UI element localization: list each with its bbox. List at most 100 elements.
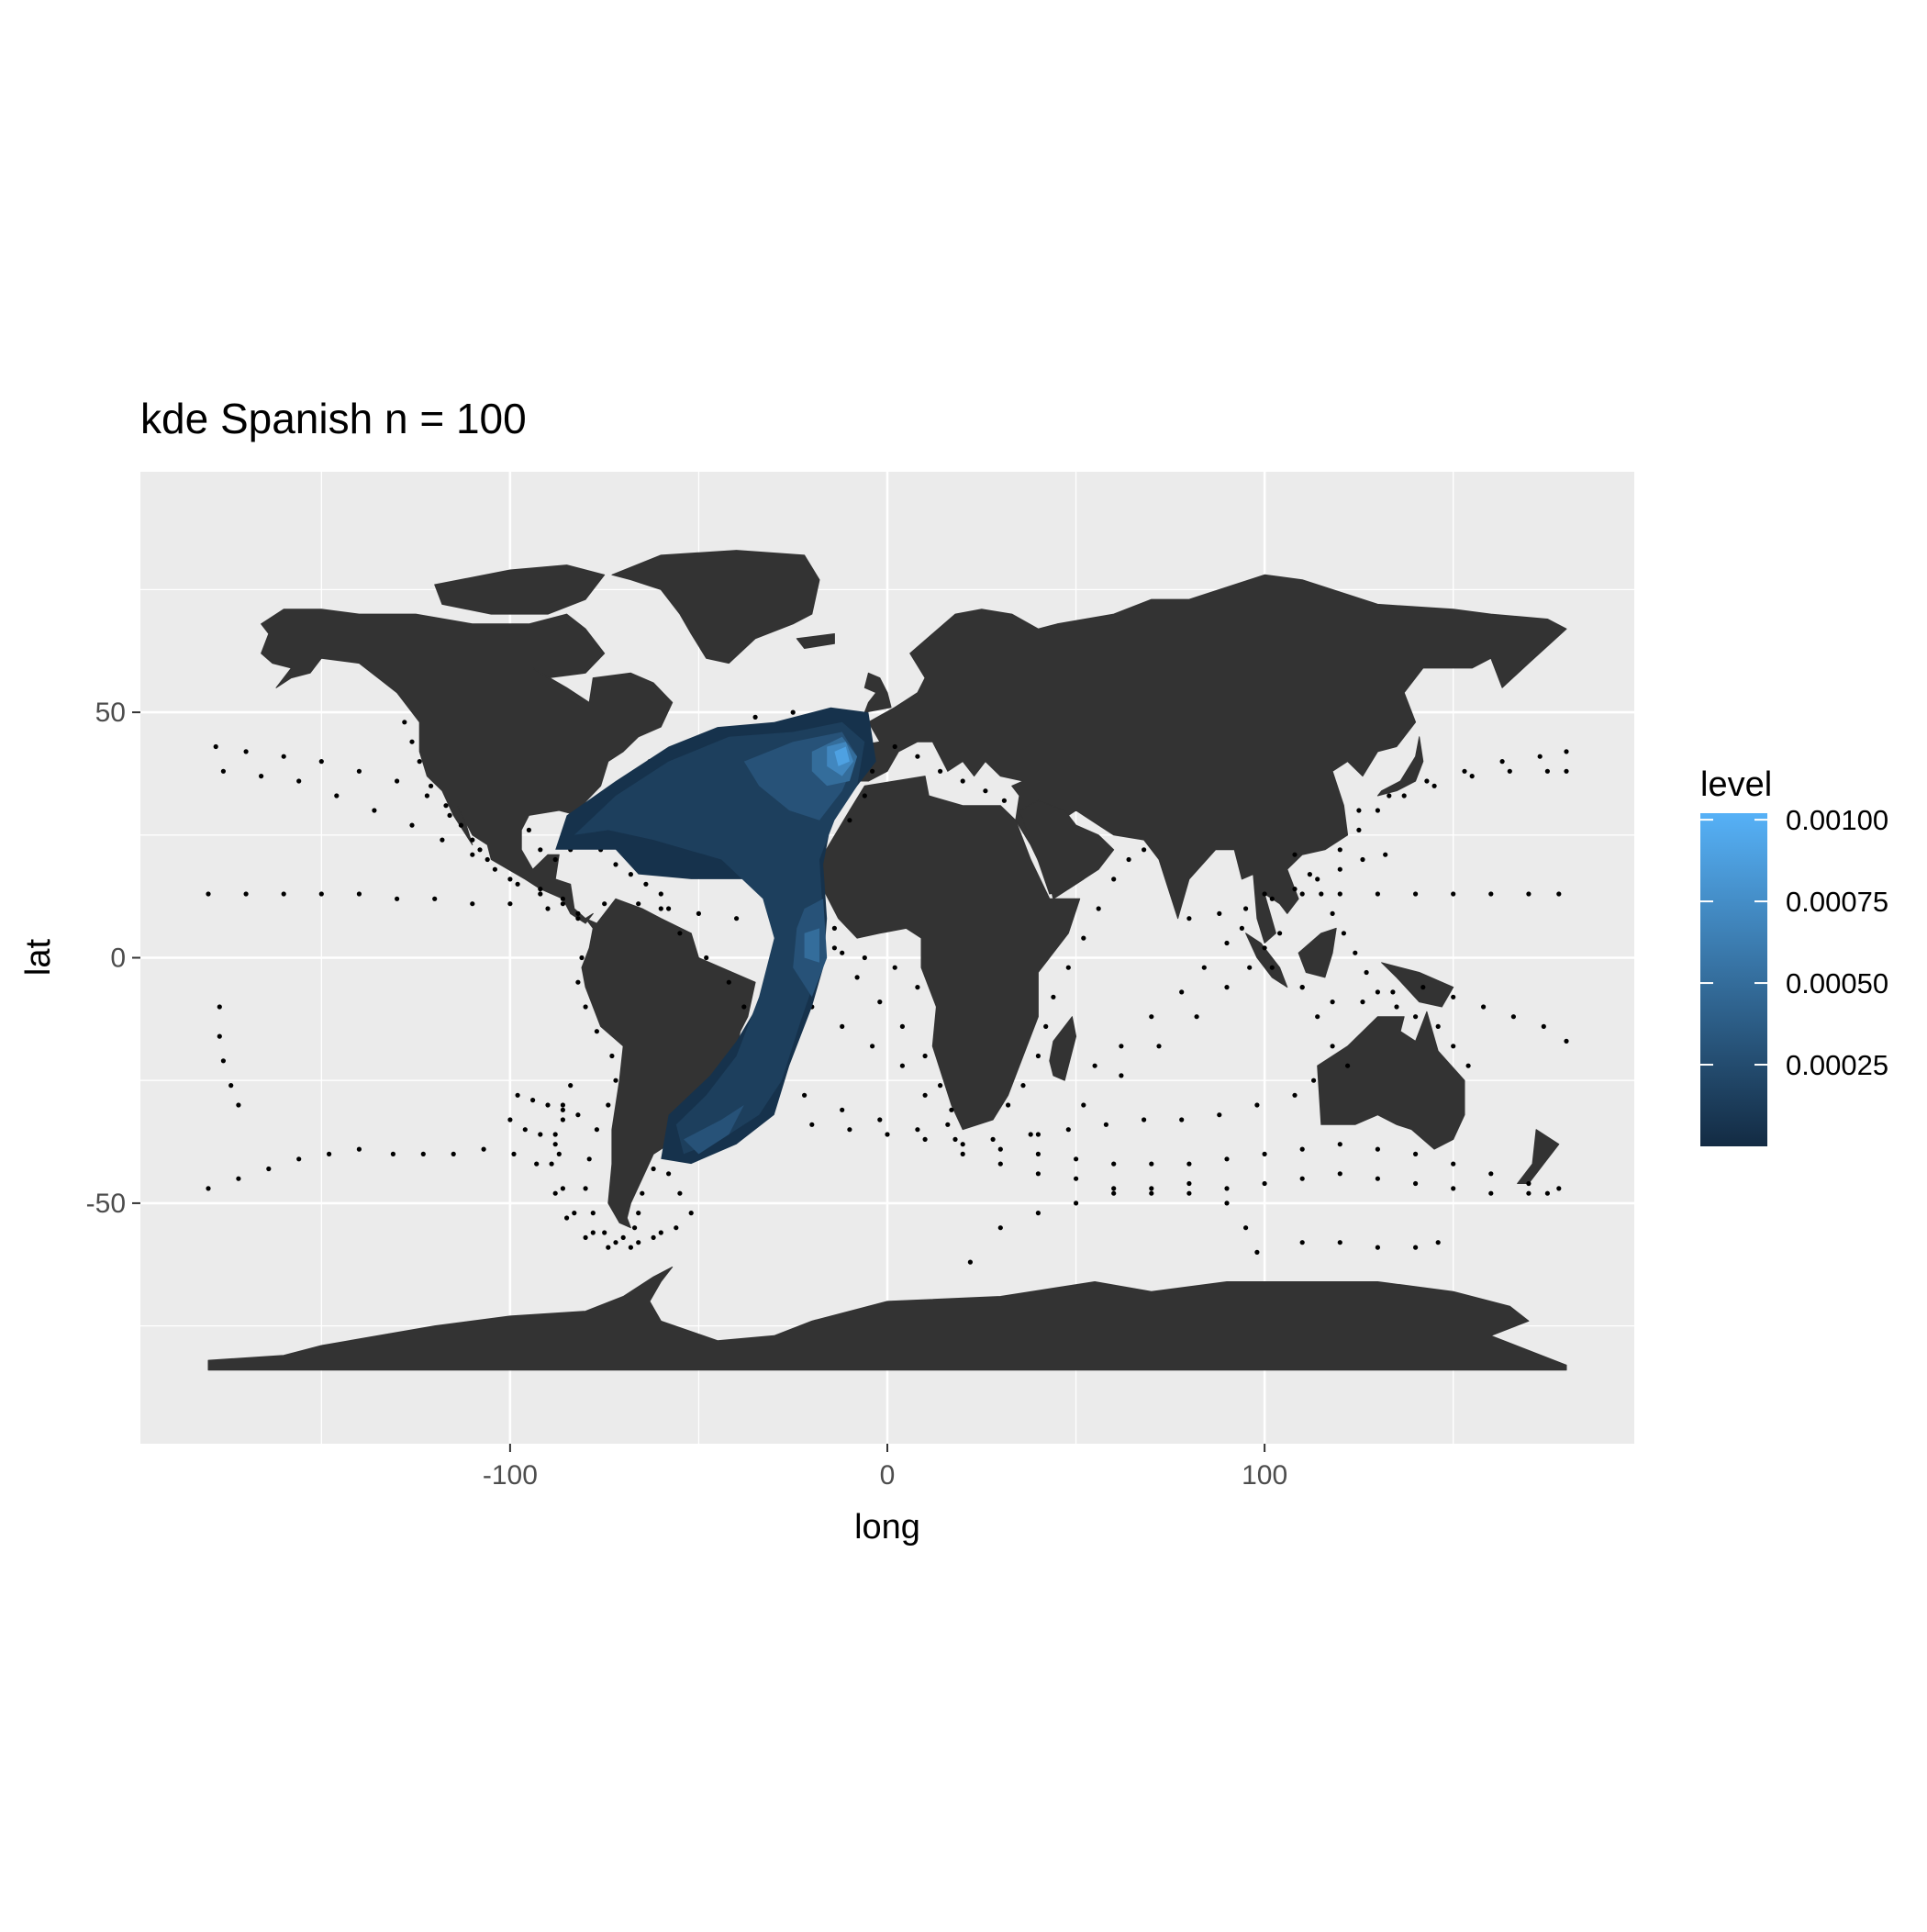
y-tick-label: 50 (95, 698, 126, 728)
route-point (538, 887, 543, 892)
land-eurasia (849, 574, 1567, 944)
land-south-america (581, 898, 756, 1229)
route-point (1330, 1044, 1335, 1049)
route-point (1126, 856, 1131, 863)
route-point (1006, 1102, 1011, 1108)
kde-density (555, 707, 876, 1165)
route-point (1413, 1245, 1419, 1250)
land-new-guinea (1381, 962, 1454, 1008)
route-point (243, 891, 249, 897)
route-point (1481, 1004, 1487, 1010)
route-point (1065, 965, 1071, 970)
x-tick-label: 0 (880, 1460, 896, 1491)
route-point (1360, 856, 1365, 863)
route-point (1488, 1171, 1494, 1177)
route-point (870, 768, 875, 774)
route-point (296, 778, 302, 784)
route-point (1488, 1190, 1494, 1196)
route-point (564, 1215, 570, 1221)
route-point (1364, 969, 1369, 976)
route-point (1337, 1142, 1342, 1147)
route-point (281, 754, 286, 759)
route-point (847, 1127, 852, 1133)
route-point (809, 1122, 815, 1127)
route-point (572, 1211, 577, 1216)
route-point (1556, 891, 1562, 897)
route-point (1111, 1161, 1117, 1167)
route-point (409, 739, 415, 744)
route-point (1387, 793, 1392, 798)
route-point (658, 906, 663, 911)
route-point (1345, 1063, 1351, 1068)
route-point (640, 1190, 645, 1196)
route-point (243, 749, 249, 754)
route-point (545, 906, 551, 911)
route-point (1375, 808, 1380, 813)
legend: level 0.00025 0.00050 0.00075 0.00100 (1700, 765, 1888, 1146)
route-point (831, 945, 838, 951)
route-point (677, 931, 683, 936)
route-point (594, 1127, 600, 1133)
y-axis-label: lat (19, 938, 58, 976)
route-point (741, 1004, 747, 1010)
route-point (1431, 783, 1437, 788)
land-arctic-islands (434, 564, 606, 615)
route-point (1262, 945, 1267, 951)
route-point (545, 1102, 551, 1108)
route-point (938, 1083, 943, 1089)
x-tick-label: -100 (483, 1460, 538, 1491)
route-point (636, 1240, 641, 1245)
land-british-isles (863, 672, 892, 713)
route-point (1224, 1186, 1230, 1191)
route-point (915, 1127, 920, 1133)
route-point (296, 1156, 302, 1162)
route-point (922, 1092, 928, 1098)
route-point (1356, 827, 1362, 833)
route-point (1451, 1161, 1456, 1167)
route-point (1360, 1000, 1365, 1005)
route-point (556, 1151, 562, 1156)
route-point (1096, 906, 1101, 911)
route-point (217, 1033, 222, 1039)
route-point (1186, 1180, 1192, 1187)
route-point (1081, 935, 1086, 941)
route-point (458, 822, 463, 828)
route-point (734, 916, 740, 921)
route-point (1337, 1240, 1342, 1245)
route-point (960, 1142, 965, 1147)
route-point (590, 1211, 596, 1216)
route-point (594, 1029, 600, 1034)
route-point (677, 1190, 683, 1196)
route-point (651, 1166, 656, 1172)
route-point (1224, 1201, 1230, 1206)
route-point (1401, 793, 1407, 798)
route-point (1424, 778, 1430, 784)
route-point (1262, 891, 1267, 897)
land-madagascar (1049, 1016, 1077, 1081)
route-point (538, 1132, 543, 1137)
route-point (432, 896, 438, 901)
route-point (658, 1230, 663, 1235)
route-point (549, 1161, 554, 1167)
route-point (1526, 891, 1532, 897)
route-point (538, 891, 543, 897)
kde-band (804, 928, 819, 963)
route-point (1394, 1004, 1399, 1010)
route-point (560, 1107, 566, 1112)
route-point (1224, 1156, 1230, 1162)
route-point (990, 1136, 996, 1142)
route-point (259, 774, 264, 779)
route-point (840, 1107, 845, 1112)
route-point (318, 759, 324, 765)
route-point (1435, 1240, 1441, 1245)
route-point (451, 1151, 456, 1156)
route-point (1035, 1211, 1041, 1216)
legend-title: level (1700, 765, 1772, 804)
route-point (1451, 1186, 1456, 1191)
route-point (1149, 1186, 1154, 1191)
route-point (1142, 847, 1147, 853)
route-point (1028, 1132, 1033, 1137)
kde-band (574, 721, 865, 1155)
route-point (356, 891, 362, 897)
